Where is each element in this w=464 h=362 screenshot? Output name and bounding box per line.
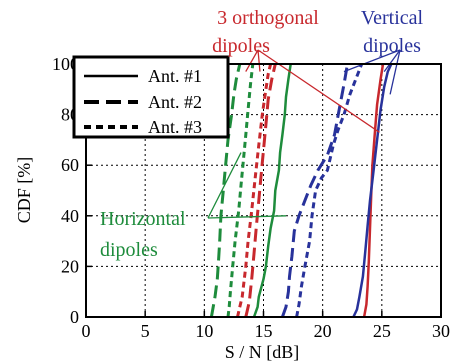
x-tick-label-1: 5 xyxy=(141,321,150,341)
y-tick-label-1: 20 xyxy=(61,256,79,276)
y-tick-label-0: 0 xyxy=(70,307,79,327)
x-tick-label-5: 25 xyxy=(373,321,391,341)
y-tick-label-2: 40 xyxy=(61,206,79,226)
label-vertical-dipoles: Vertical dipoles xyxy=(361,7,424,57)
pointer-horizontal-0 xyxy=(207,152,242,219)
y-axis-label: CDF [%] xyxy=(14,157,34,224)
curve-orthogonal-ant3 xyxy=(236,63,273,318)
x-tick-label-0: 0 xyxy=(82,321,91,341)
curve-horizontal-ant2 xyxy=(209,63,242,318)
label-orthogonal-line2: dipoles xyxy=(212,35,270,57)
x-tick-label-6: 30 xyxy=(432,321,450,341)
y-tick-label-3: 60 xyxy=(61,155,79,175)
legend-label-ant2: Ant. #2 xyxy=(148,92,202,112)
pointer-vertical-0 xyxy=(343,49,401,73)
label-vertical-line1: Vertical xyxy=(361,7,424,29)
cdf-curves xyxy=(209,63,393,318)
x-axis-label: S / N [dB] xyxy=(225,342,300,362)
label-orthogonal-dipoles: 3 orthogonal dipoles xyxy=(212,7,319,57)
pointer-vertical-1 xyxy=(383,49,401,72)
label-orthogonal-line1: 3 orthogonal xyxy=(217,7,319,29)
legend-label-ant1: Ant. #1 xyxy=(148,66,202,86)
label-horizontal-line2: dipoles xyxy=(100,239,158,261)
pointer-vertical-2 xyxy=(389,49,401,95)
pointer-orthogonal-0 xyxy=(245,49,259,72)
legend-label-ant3: Ant. #3 xyxy=(148,117,202,137)
legend: Ant. #1 Ant. #2 Ant. #3 xyxy=(72,55,230,139)
x-tick-label-3: 15 xyxy=(255,321,273,341)
grid-lines xyxy=(86,64,441,317)
y-tick-label-5: 100 xyxy=(52,54,79,74)
label-horizontal-dipoles: Horizontal dipoles xyxy=(100,208,186,261)
label-horizontal-line1: Horizontal xyxy=(100,208,186,230)
curve-vertical-ant2 xyxy=(280,63,349,318)
pointer-orthogonal-1 xyxy=(257,49,261,72)
x-tick-label-2: 10 xyxy=(195,321,213,341)
curve-horizontal-ant1 xyxy=(252,63,292,318)
curve-horizontal-ant3 xyxy=(226,63,255,318)
label-vertical-line2: dipoles xyxy=(363,35,421,57)
curve-vertical-ant3 xyxy=(295,63,364,318)
curve-vertical-ant1 xyxy=(352,63,393,318)
legend-box xyxy=(72,55,230,139)
x-tick-label-4: 20 xyxy=(314,321,332,341)
pointer-horizontal-1 xyxy=(207,215,287,219)
